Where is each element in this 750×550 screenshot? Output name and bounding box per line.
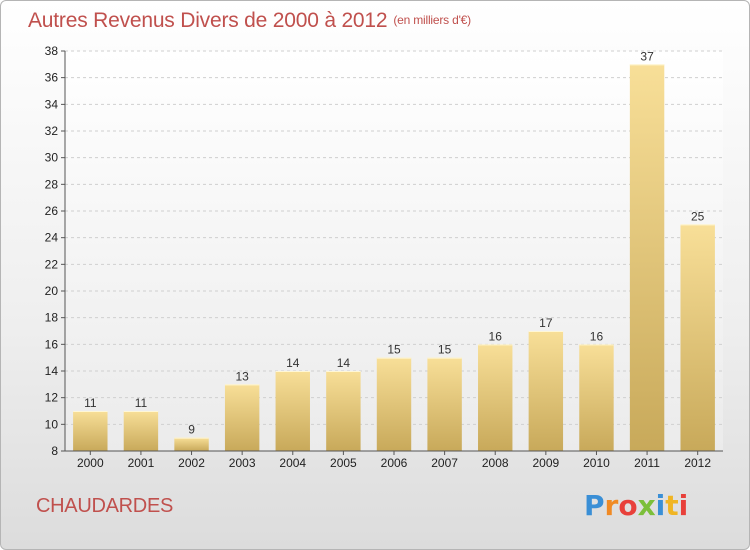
value-label: 14 — [286, 356, 300, 370]
bar-2006 — [376, 357, 412, 451]
y-tick-label: 20 — [45, 284, 59, 298]
bars: 11 11 9 13 14 14 15 15 16 17 16 37 25 — [73, 49, 715, 452]
value-label: 9 — [188, 423, 195, 437]
chart-title-text: Autres Revenus Divers de 2000 à 2012 — [28, 9, 388, 32]
x-tick-label: 2012 — [684, 456, 711, 470]
x-tick-label: 2007 — [431, 456, 458, 470]
y-tick-label: 14 — [45, 364, 59, 378]
y-tick-label: 16 — [45, 337, 59, 351]
x-tick-label: 2004 — [279, 456, 306, 470]
x-tick-label: 2001 — [128, 456, 155, 470]
y-axis: 8 10 12 14 16 18 20 22 24 26 28 30 32 34 36 38 — [45, 44, 66, 458]
bar-2012 — [680, 224, 715, 451]
x-tick-label: 2005 — [330, 456, 357, 470]
bar-2010 — [579, 344, 614, 451]
bar-2011 — [629, 64, 665, 452]
chart-title: Autres Revenus Divers de 2000 à 2012 (en … — [28, 9, 471, 33]
x-tick-label: 2010 — [583, 456, 610, 470]
y-tick-label: 30 — [45, 151, 59, 165]
logo-letter: o — [618, 489, 638, 522]
value-label: 13 — [235, 369, 249, 383]
bar-2005 — [326, 371, 361, 451]
x-tick-label: 2008 — [482, 456, 509, 470]
y-tick-label: 32 — [45, 124, 59, 138]
x-tick-label: 2000 — [77, 456, 104, 470]
y-tick-label: 38 — [45, 44, 59, 58]
y-tick-label: 26 — [45, 204, 59, 218]
y-tick-label: 12 — [45, 391, 59, 405]
x-tick-label: 2009 — [532, 456, 559, 470]
logo-letter: r — [604, 489, 619, 522]
y-tick-label: 36 — [45, 71, 59, 85]
logo-letter: i — [655, 489, 666, 522]
logo-letter: x — [637, 489, 656, 522]
bar-2009 — [528, 331, 564, 451]
value-label: 16 — [489, 329, 503, 343]
chart-subtitle: (en milliers d'€) — [393, 13, 471, 27]
y-tick-label: 18 — [45, 311, 59, 325]
bar-2007 — [427, 357, 462, 451]
value-label: 25 — [691, 209, 705, 223]
logo-letter: i — [678, 489, 689, 522]
value-label: 11 — [135, 396, 148, 410]
value-label: 11 — [84, 396, 97, 410]
y-tick-label: 24 — [45, 231, 59, 245]
y-tick-label: 10 — [45, 417, 59, 431]
y-tick-label: 22 — [45, 257, 59, 271]
x-axis: 2000 2001 2002 2003 2004 2005 2006 2007 2008 2009… — [65, 450, 723, 470]
logo-letter: P — [584, 489, 605, 522]
commune-name: CHAUDARDES — [36, 495, 174, 517]
y-tick-label: 34 — [45, 97, 59, 111]
x-tick-label: 2002 — [178, 456, 205, 470]
value-label: 17 — [539, 316, 553, 330]
value-label: 37 — [640, 49, 654, 63]
bar-2001 — [123, 411, 159, 451]
logo-letter: t — [665, 489, 679, 522]
x-tick-label: 2003 — [229, 456, 256, 470]
y-tick-label: 8 — [51, 444, 58, 458]
value-label: 15 — [387, 343, 401, 357]
grid-lines — [65, 50, 723, 452]
y-tick-label: 28 — [45, 177, 59, 191]
proxiti-logo: Proxiti — [584, 489, 688, 522]
value-label: 14 — [337, 356, 351, 370]
bar-2002 — [174, 437, 209, 451]
bar-2008 — [478, 344, 513, 451]
value-label: 16 — [590, 329, 604, 343]
bar-2003 — [224, 384, 260, 451]
value-label: 15 — [438, 343, 452, 357]
bar-2004 — [275, 371, 310, 451]
x-tick-label: 2011 — [634, 456, 660, 470]
x-tick-label: 2006 — [381, 456, 408, 470]
bar-2000 — [73, 411, 108, 451]
